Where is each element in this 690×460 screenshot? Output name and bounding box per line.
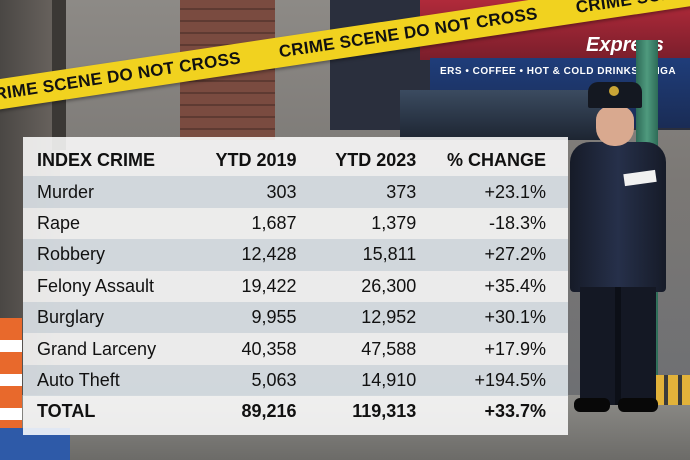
table-row: Auto Theft 5,063 14,910 +194.5% bbox=[23, 364, 568, 397]
crime-name: Felony Assault bbox=[37, 275, 155, 296]
pct-change-value: +17.9% bbox=[484, 338, 546, 359]
pct-change-value: +35.4% bbox=[484, 275, 546, 296]
crime-name: Auto Theft bbox=[23, 364, 202, 397]
table-total-row: TOTAL 89,216 119,313 +33.7% bbox=[23, 396, 568, 427]
pct-change-value: +30.1% bbox=[416, 301, 568, 334]
ytd-2019-value: 303 bbox=[202, 176, 297, 208]
cap-badge-icon bbox=[609, 86, 619, 96]
ytd-2019-value: 12,428 bbox=[202, 239, 297, 271]
total-ytd-2019: 89,216 bbox=[241, 401, 297, 422]
table-row: Robbery 12,428 15,811 +27.2% bbox=[23, 239, 568, 271]
header-ytd-2019: YTD 2019 bbox=[215, 150, 297, 171]
table-row: Felony Assault 19,422 26,300 +35.4% bbox=[23, 271, 568, 302]
police-officer bbox=[566, 82, 670, 422]
store-sign-text: ERS • COFFEE • HOT & COLD DRINKS • CIGA bbox=[440, 66, 677, 77]
store-windows bbox=[400, 90, 600, 140]
pct-change-value: -18.3% bbox=[488, 212, 546, 233]
ytd-2019-value: 40,358 bbox=[241, 338, 297, 359]
table-row: Murder 303 373 +23.1% bbox=[23, 176, 568, 208]
total-ytd-2023: 119,313 bbox=[352, 401, 417, 422]
crime-name: Burglary bbox=[23, 301, 202, 334]
ytd-2023-value: 26,300 bbox=[361, 275, 417, 296]
ytd-2023-value: 14,910 bbox=[296, 364, 417, 397]
officer-shoe bbox=[574, 398, 610, 412]
crime-name: Rape bbox=[37, 212, 81, 233]
crime-name: Robbery bbox=[23, 239, 202, 271]
crime-name: Grand Larceny bbox=[37, 338, 157, 359]
total-label: TOTAL bbox=[37, 401, 96, 422]
table-row: Burglary 9,955 12,952 +30.1% bbox=[23, 301, 568, 334]
table-header-row: INDEX CRIME YTD 2019 YTD 2023 % CHANGE bbox=[23, 145, 568, 176]
officer-legs bbox=[580, 287, 656, 405]
total-pct-change: +33.7% bbox=[484, 401, 546, 422]
ytd-2023-value: 47,588 bbox=[361, 338, 417, 359]
officer-coat bbox=[570, 142, 666, 292]
ytd-2023-value: 15,811 bbox=[296, 239, 417, 271]
ytd-2023-value: 12,952 bbox=[296, 301, 417, 334]
ytd-2019-value: 19,422 bbox=[241, 275, 297, 296]
officer-shoe bbox=[618, 398, 658, 412]
crime-name: Murder bbox=[23, 176, 202, 208]
crime-stats-card: INDEX CRIME YTD 2019 YTD 2023 % CHANGE M… bbox=[23, 137, 568, 435]
header-ytd-2023: YTD 2023 bbox=[335, 150, 417, 171]
pct-change-value: +23.1% bbox=[416, 176, 568, 208]
ytd-2019-value: 5,063 bbox=[202, 364, 297, 397]
traffic-cone bbox=[0, 318, 22, 428]
table-row: Grand Larceny 40,358 47,588 +17.9% bbox=[23, 333, 568, 364]
header-index-crime: INDEX CRIME bbox=[37, 150, 156, 171]
ytd-2019-value: 9,955 bbox=[202, 301, 297, 334]
ytd-2023-value: 1,379 bbox=[371, 212, 417, 233]
officer-face bbox=[596, 106, 634, 146]
pct-change-value: +194.5% bbox=[416, 364, 568, 397]
table-row: Rape 1,687 1,379 -18.3% bbox=[23, 208, 568, 239]
ytd-2023-value: 373 bbox=[296, 176, 417, 208]
pct-change-value: +27.2% bbox=[416, 239, 568, 271]
crime-stats-table: INDEX CRIME YTD 2019 YTD 2023 % CHANGE M… bbox=[23, 145, 568, 428]
header-pct-change: % CHANGE bbox=[446, 150, 546, 171]
ytd-2019-value: 1,687 bbox=[251, 212, 297, 233]
